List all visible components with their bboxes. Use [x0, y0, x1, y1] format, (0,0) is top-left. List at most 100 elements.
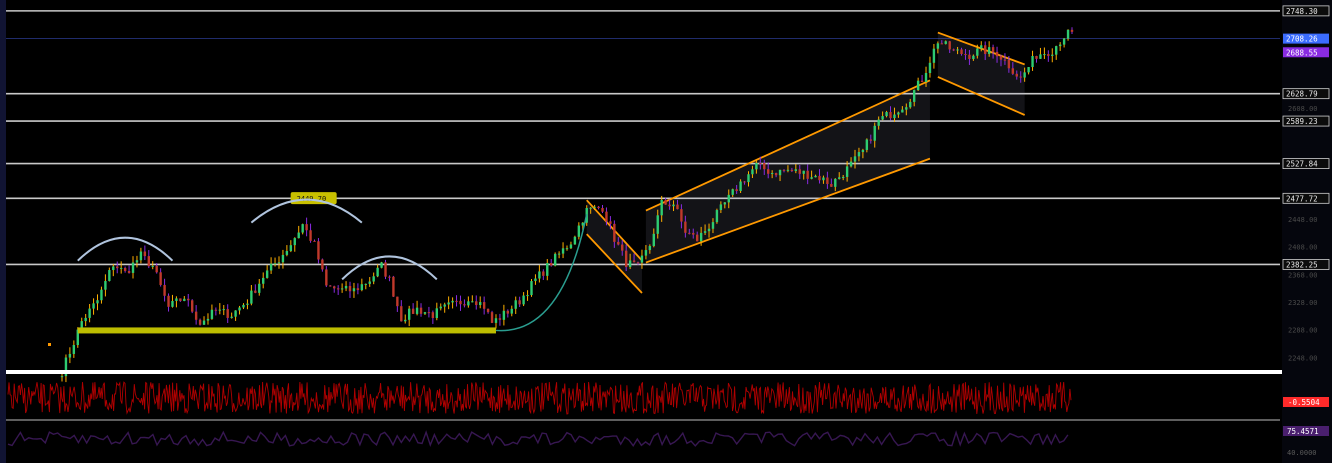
- candle-body: [234, 310, 237, 317]
- candle-body: [727, 194, 730, 203]
- candle-body: [597, 206, 600, 209]
- candle-body: [198, 319, 202, 325]
- candle-body: [273, 263, 277, 265]
- candle-body: [143, 251, 147, 257]
- candle-body: [814, 175, 817, 178]
- candle-body: [928, 62, 932, 73]
- candle-body: [692, 232, 695, 235]
- candle-body: [628, 260, 632, 268]
- candle-body: [254, 290, 257, 293]
- candle-body: [1023, 72, 1026, 78]
- candle-body: [439, 306, 442, 309]
- candle-body: [735, 189, 738, 191]
- candle-body: [498, 318, 502, 320]
- candle-body: [636, 262, 640, 264]
- candle-body: [715, 210, 719, 223]
- candle-body: [699, 232, 703, 242]
- candle-body: [384, 262, 387, 277]
- candle-body: [104, 280, 107, 290]
- candle-body: [605, 211, 608, 222]
- candle-body: [210, 309, 214, 319]
- candle-body: [838, 177, 841, 179]
- candle-body: [459, 300, 462, 305]
- candle-body: [250, 290, 253, 304]
- candle-body: [404, 319, 407, 322]
- candle-body: [60, 376, 64, 378]
- candle-body: [1051, 54, 1054, 56]
- candle-body: [707, 228, 711, 232]
- candle-body: [905, 107, 908, 110]
- candle-body: [222, 309, 225, 311]
- candle-body: [676, 204, 679, 210]
- oscillator-value-label: -0.5504: [1288, 398, 1320, 407]
- candle-body: [731, 189, 734, 195]
- candle-body: [246, 303, 249, 305]
- channels: [586, 31, 1026, 294]
- arc-annotation: [341, 255, 438, 281]
- candle-body: [116, 266, 119, 269]
- candles: [60, 27, 1074, 383]
- candle-body: [668, 204, 671, 207]
- candle-body: [151, 265, 154, 267]
- candle-body: [593, 206, 596, 208]
- candle-body: [688, 232, 691, 234]
- candle-body: [999, 56, 1003, 60]
- candle-body: [336, 288, 340, 290]
- candle-body: [475, 301, 478, 306]
- candle-body: [774, 173, 778, 176]
- candle-body: [763, 162, 766, 170]
- channel-lower: [645, 157, 931, 264]
- level-label-box: [1282, 259, 1330, 270]
- candle-body: [269, 263, 273, 271]
- candle-body: [660, 199, 663, 216]
- candle-body: [202, 320, 206, 325]
- candle-body: [1039, 54, 1042, 59]
- indicator2-value-badge: [1283, 426, 1329, 436]
- indicator2-line: [7, 430, 1069, 448]
- candle-body: [751, 169, 754, 175]
- support-zone: [77, 327, 496, 334]
- candle-body: [92, 303, 95, 309]
- candle-body: [218, 309, 222, 311]
- candle-body: [301, 224, 304, 233]
- candle-body: [411, 308, 415, 314]
- candle-body: [542, 271, 545, 276]
- candle-body: [471, 301, 474, 303]
- candle-body: [1015, 73, 1018, 77]
- candle-body: [561, 248, 565, 254]
- candle-body: [443, 304, 446, 307]
- candle-body: [415, 307, 419, 314]
- candle-body: [435, 308, 439, 319]
- candle-body: [1019, 76, 1022, 78]
- candle-body: [889, 112, 892, 119]
- candle-body: [830, 183, 833, 187]
- candle-body: [281, 254, 285, 263]
- candle-body: [550, 262, 553, 266]
- candle-body: [601, 208, 604, 212]
- candle-body: [1031, 55, 1034, 68]
- candle-body: [648, 246, 652, 251]
- candle-body: [991, 47, 995, 52]
- candle-body: [131, 262, 135, 273]
- candle-body: [1047, 54, 1050, 56]
- candle-body: [711, 222, 715, 229]
- level-label: 2382.25: [1286, 260, 1318, 269]
- channel-upper: [645, 79, 931, 212]
- candle-body: [834, 178, 837, 187]
- channel-fill: [937, 32, 1025, 115]
- candle-body: [167, 295, 170, 307]
- channel-lower: [937, 76, 1026, 116]
- candle-body: [171, 300, 174, 307]
- candle-body: [139, 251, 143, 261]
- candle-body: [853, 156, 857, 162]
- candle-body: [861, 149, 865, 153]
- candle-body: [557, 253, 561, 255]
- candle-body: [463, 304, 466, 306]
- candle-body: [565, 248, 569, 250]
- candle-body: [72, 345, 76, 354]
- candle-body: [127, 271, 131, 273]
- level-label-box: [1282, 5, 1330, 17]
- candle-body: [806, 170, 809, 179]
- candle-body: [952, 49, 955, 51]
